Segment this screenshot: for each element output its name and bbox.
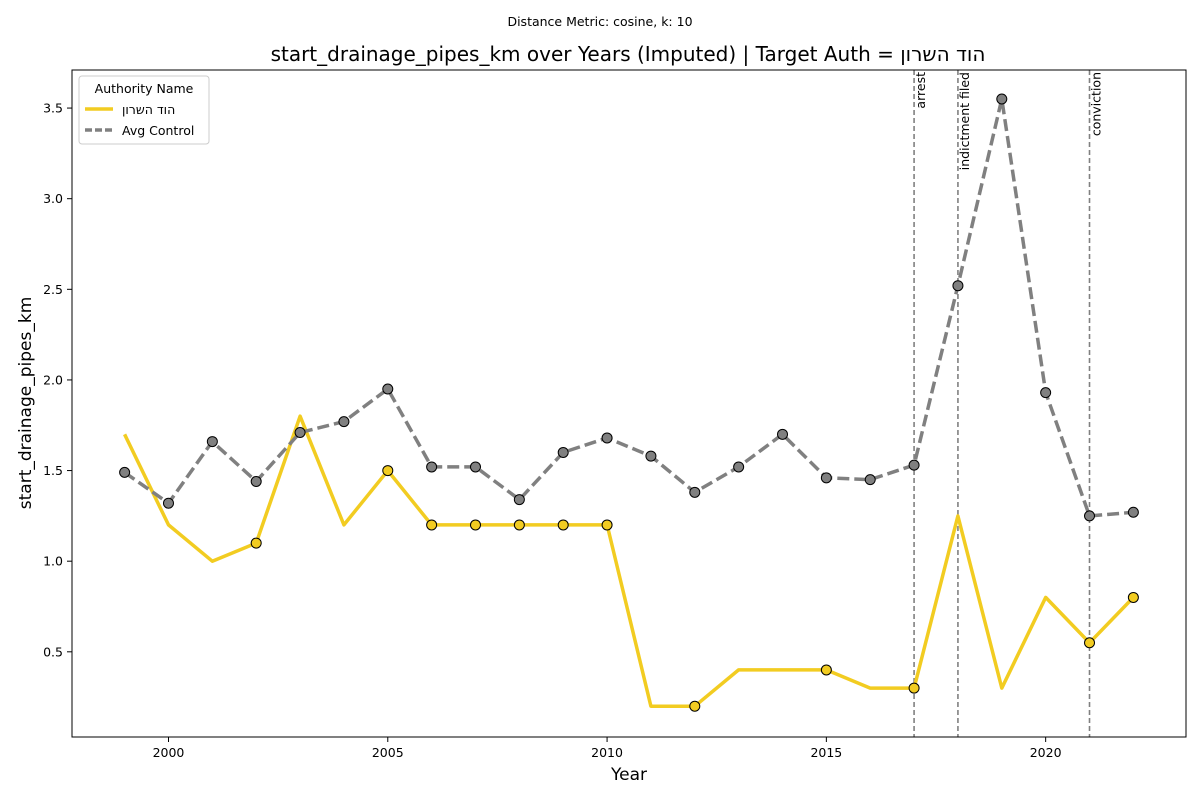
series-0-marker-7 — [689, 700, 701, 712]
legend: Authority Name הוד השרון Avg Control — [78, 75, 210, 145]
series-1-marker-18 — [908, 459, 920, 471]
series-1-marker-19 — [952, 280, 964, 292]
series-line-1 — [123, 97, 1134, 518]
x-tick-label-2: 2010 — [591, 745, 623, 760]
series-1-marker-3 — [250, 475, 262, 487]
series-0-marker-0 — [250, 537, 262, 549]
series-1-marker-15 — [777, 428, 789, 440]
series-1-marker-12 — [645, 450, 657, 462]
series-1-marker-16 — [820, 472, 832, 484]
series-1-marker-14 — [733, 461, 745, 473]
series-1-marker-13 — [689, 486, 701, 498]
series-1-marker-22 — [1084, 510, 1096, 522]
data-markers — [119, 93, 1139, 712]
y-tick-label-4: 2.5 — [43, 282, 63, 297]
y-tick-label-6: 3.5 — [43, 101, 63, 116]
legend-label-control: Avg Control — [122, 123, 194, 138]
series-1-marker-2 — [206, 436, 218, 448]
series-0-marker-3 — [469, 519, 481, 531]
event-label-0: arrest — [913, 72, 928, 109]
legend-label-target: הוד השרון — [122, 102, 175, 117]
series-1-marker-20 — [996, 93, 1008, 105]
y-tick-label-1: 1.0 — [43, 554, 63, 569]
series-1-marker-23 — [1127, 506, 1139, 518]
x-tick-label-4: 2020 — [1030, 745, 1062, 760]
series-1-marker-4 — [294, 427, 306, 438]
series-0-marker-4 — [513, 519, 525, 531]
series-1-marker-7 — [426, 461, 438, 473]
y-axis-label: start_drainage_pipes_km — [16, 297, 36, 509]
series-1-marker-8 — [469, 461, 481, 473]
series-1-marker-5 — [338, 416, 350, 428]
y-tick-label-0: 0.5 — [43, 644, 63, 659]
legend-box — [78, 75, 210, 145]
event-lines: arrest indictment filed conviction — [913, 70, 1104, 737]
chart-title: start_drainage_pipes_km over Years (Impu… — [271, 42, 986, 66]
series-0-marker-11 — [1127, 591, 1139, 603]
series-1-marker-1 — [162, 497, 174, 509]
y-tick-label-3: 2.0 — [43, 372, 63, 387]
series-1-marker-6 — [382, 383, 394, 395]
x-tick-label-3: 2015 — [810, 745, 842, 760]
series-0-marker-1 — [382, 465, 394, 477]
series-0-marker-9 — [908, 682, 920, 694]
series-0-marker-2 — [426, 519, 438, 531]
x-axis-label: Year — [610, 765, 647, 785]
x-axis: 2000 2005 2010 2015 2020 — [153, 737, 1062, 760]
y-tick-label-5: 3.0 — [43, 191, 63, 206]
series-1-marker-10 — [557, 446, 569, 458]
series-line-0 — [123, 414, 1135, 708]
series-1-marker-11 — [601, 432, 613, 444]
series-1-marker-0 — [119, 466, 131, 478]
series-1-marker-21 — [1040, 387, 1052, 399]
x-tick-label-1: 2005 — [372, 745, 404, 760]
legend-title: Authority Name — [95, 81, 194, 96]
series-0-marker-6 — [601, 519, 613, 531]
suptitle: Distance Metric: cosine, k: 10 — [507, 14, 692, 29]
y-tick-label-2: 1.5 — [43, 463, 63, 478]
plot-frame — [71, 69, 1187, 738]
event-label-2: conviction — [1089, 72, 1104, 136]
y-axis: 0.5 1.0 1.5 2.0 2.5 3.0 3.5 — [43, 101, 72, 659]
x-tick-label-0: 2000 — [153, 745, 185, 760]
series-0-marker-10 — [1084, 637, 1096, 649]
series-0-marker-5 — [557, 519, 569, 531]
series-lines — [123, 97, 1135, 708]
series-1-marker-17 — [864, 474, 876, 486]
series-1-marker-9 — [513, 494, 525, 506]
series-0-marker-8 — [820, 664, 832, 676]
event-label-1: indictment filed — [957, 72, 972, 170]
